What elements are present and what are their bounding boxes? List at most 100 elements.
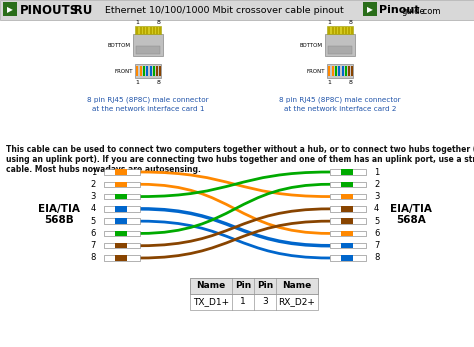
- Bar: [143, 66, 145, 76]
- Bar: [330, 218, 366, 224]
- Text: FRONT: FRONT: [115, 68, 133, 74]
- Bar: [341, 231, 354, 236]
- Text: 3: 3: [374, 192, 379, 201]
- Text: Pin: Pin: [235, 281, 251, 290]
- Text: EIA/TIA: EIA/TIA: [390, 204, 432, 214]
- Text: 8: 8: [349, 19, 353, 25]
- Text: 1: 1: [327, 79, 331, 85]
- Bar: [115, 169, 128, 175]
- Bar: [342, 66, 344, 76]
- Text: BOTTOM: BOTTOM: [108, 42, 131, 48]
- Bar: [104, 255, 140, 261]
- Bar: [332, 26, 334, 34]
- Bar: [159, 66, 162, 76]
- Bar: [327, 26, 353, 34]
- Text: 568A: 568A: [396, 215, 426, 225]
- Bar: [136, 46, 160, 54]
- Bar: [153, 66, 155, 76]
- Bar: [330, 231, 366, 236]
- Text: TX_D1+: TX_D1+: [193, 297, 229, 306]
- Bar: [341, 243, 354, 248]
- Text: 4: 4: [374, 204, 379, 213]
- Text: 7: 7: [374, 241, 379, 250]
- Bar: [341, 181, 354, 187]
- Bar: [104, 181, 140, 187]
- Bar: [115, 206, 128, 212]
- Text: 1: 1: [135, 79, 139, 85]
- Bar: [135, 26, 161, 34]
- Text: Pin: Pin: [257, 281, 273, 290]
- Text: 7: 7: [91, 241, 96, 250]
- Text: cable. Most hubs nowadays are autosensing.: cable. Most hubs nowadays are autosensin…: [6, 165, 201, 174]
- Text: 6: 6: [374, 229, 379, 238]
- Bar: [133, 34, 163, 56]
- Text: 1: 1: [374, 168, 379, 177]
- Text: 1: 1: [240, 297, 246, 306]
- Bar: [330, 243, 366, 248]
- Bar: [330, 181, 366, 187]
- Bar: [137, 26, 138, 34]
- Bar: [328, 26, 330, 34]
- Bar: [325, 34, 355, 56]
- Text: BOTTOM: BOTTOM: [300, 42, 323, 48]
- Text: 1: 1: [135, 19, 139, 25]
- Bar: [363, 2, 377, 16]
- Text: guide: guide: [402, 7, 426, 16]
- Text: 5: 5: [91, 217, 96, 226]
- Text: 568B: 568B: [44, 215, 74, 225]
- Bar: [115, 231, 128, 236]
- Bar: [328, 66, 330, 76]
- Bar: [352, 26, 354, 34]
- Bar: [348, 66, 350, 76]
- Bar: [332, 66, 334, 76]
- Text: 5: 5: [374, 217, 379, 226]
- Bar: [341, 194, 354, 199]
- Text: EIA/TIA: EIA/TIA: [38, 204, 80, 214]
- Bar: [115, 218, 128, 224]
- Bar: [115, 255, 128, 261]
- Bar: [115, 243, 128, 248]
- Bar: [115, 181, 128, 187]
- Text: 8: 8: [374, 254, 379, 262]
- Text: Name: Name: [196, 281, 226, 290]
- Text: 8: 8: [157, 79, 161, 85]
- Bar: [345, 66, 347, 76]
- Bar: [104, 206, 140, 212]
- Bar: [143, 26, 145, 34]
- Text: .com: .com: [420, 7, 440, 16]
- Bar: [150, 66, 152, 76]
- Bar: [352, 66, 354, 76]
- Text: 2: 2: [374, 180, 379, 189]
- Text: 8: 8: [91, 254, 96, 262]
- Bar: [335, 26, 337, 34]
- Bar: [159, 26, 162, 34]
- Bar: [190, 278, 318, 310]
- Bar: [342, 26, 344, 34]
- Bar: [341, 218, 354, 224]
- Text: 3: 3: [262, 297, 268, 306]
- Bar: [156, 26, 158, 34]
- Bar: [146, 66, 148, 76]
- Bar: [328, 46, 352, 54]
- Bar: [153, 26, 155, 34]
- Bar: [330, 206, 366, 212]
- Text: 6: 6: [91, 229, 96, 238]
- Text: 3: 3: [91, 192, 96, 201]
- Bar: [338, 26, 340, 34]
- Text: Pinout: Pinout: [379, 5, 419, 15]
- Text: 8 pin RJ45 (8P8C) male connector
at the network interface card 1: 8 pin RJ45 (8P8C) male connector at the …: [87, 96, 209, 111]
- Bar: [327, 64, 353, 78]
- Bar: [104, 194, 140, 199]
- Bar: [190, 278, 318, 294]
- Bar: [146, 26, 148, 34]
- Bar: [330, 194, 366, 199]
- Bar: [104, 169, 140, 175]
- Text: 2: 2: [91, 180, 96, 189]
- Bar: [341, 169, 354, 175]
- Bar: [140, 26, 142, 34]
- Text: 8 pin RJ45 (8P8C) male connector
at the network interface card 2: 8 pin RJ45 (8P8C) male connector at the …: [279, 96, 401, 111]
- Text: ▶: ▶: [367, 5, 373, 14]
- Text: FRONT: FRONT: [307, 68, 325, 74]
- Bar: [104, 243, 140, 248]
- Bar: [104, 218, 140, 224]
